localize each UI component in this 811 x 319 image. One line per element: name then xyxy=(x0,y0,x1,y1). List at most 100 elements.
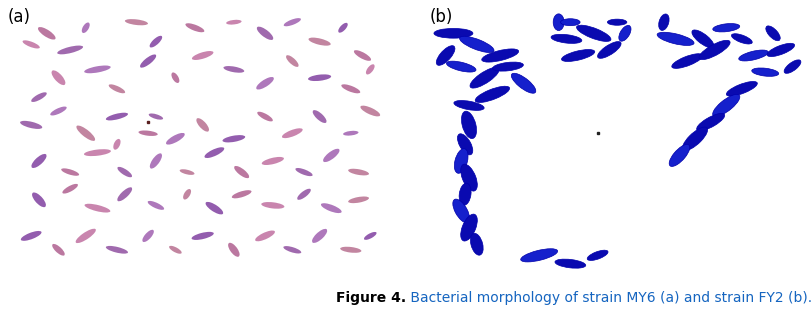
Ellipse shape xyxy=(459,36,493,53)
Ellipse shape xyxy=(114,139,120,150)
Ellipse shape xyxy=(75,229,96,243)
Ellipse shape xyxy=(261,202,284,209)
Ellipse shape xyxy=(148,201,164,210)
Ellipse shape xyxy=(360,106,380,116)
Ellipse shape xyxy=(283,246,301,254)
Ellipse shape xyxy=(311,229,327,243)
Ellipse shape xyxy=(470,67,499,88)
Ellipse shape xyxy=(597,41,620,58)
Text: Figure 4.: Figure 4. xyxy=(336,291,406,305)
Ellipse shape xyxy=(453,199,469,223)
Ellipse shape xyxy=(511,73,535,93)
Ellipse shape xyxy=(234,166,249,178)
Text: (b): (b) xyxy=(430,8,453,26)
Ellipse shape xyxy=(125,19,148,25)
Ellipse shape xyxy=(458,183,470,205)
Ellipse shape xyxy=(696,113,723,131)
Ellipse shape xyxy=(297,189,311,200)
Ellipse shape xyxy=(117,187,132,201)
Ellipse shape xyxy=(312,110,326,123)
Ellipse shape xyxy=(105,113,128,121)
Ellipse shape xyxy=(139,130,157,136)
Ellipse shape xyxy=(766,43,794,56)
Ellipse shape xyxy=(343,131,358,136)
Ellipse shape xyxy=(460,214,477,241)
Ellipse shape xyxy=(255,231,275,241)
Ellipse shape xyxy=(32,154,46,168)
Ellipse shape xyxy=(474,86,509,102)
Ellipse shape xyxy=(726,81,757,96)
Ellipse shape xyxy=(179,169,195,175)
Ellipse shape xyxy=(554,259,585,268)
Ellipse shape xyxy=(191,232,213,240)
Ellipse shape xyxy=(560,19,579,26)
Ellipse shape xyxy=(165,133,185,145)
Ellipse shape xyxy=(50,107,67,115)
Ellipse shape xyxy=(481,49,518,62)
Ellipse shape xyxy=(320,203,341,213)
Ellipse shape xyxy=(363,232,376,240)
Ellipse shape xyxy=(470,233,483,255)
Ellipse shape xyxy=(231,190,251,198)
Ellipse shape xyxy=(222,135,245,142)
Ellipse shape xyxy=(446,61,475,72)
Ellipse shape xyxy=(348,169,368,175)
Ellipse shape xyxy=(257,112,272,122)
Ellipse shape xyxy=(765,26,779,41)
Ellipse shape xyxy=(492,62,523,71)
Ellipse shape xyxy=(323,149,339,162)
Ellipse shape xyxy=(118,167,132,177)
Ellipse shape xyxy=(185,23,204,32)
Ellipse shape xyxy=(436,46,454,65)
Ellipse shape xyxy=(738,50,767,61)
Ellipse shape xyxy=(607,19,626,25)
Text: (a): (a) xyxy=(8,8,31,26)
Ellipse shape xyxy=(520,249,557,262)
Ellipse shape xyxy=(169,246,182,254)
Ellipse shape xyxy=(671,54,702,68)
Ellipse shape xyxy=(109,84,125,93)
Ellipse shape xyxy=(460,164,477,191)
Ellipse shape xyxy=(283,18,301,26)
Ellipse shape xyxy=(38,27,55,40)
Ellipse shape xyxy=(205,202,223,214)
Ellipse shape xyxy=(20,121,42,129)
Ellipse shape xyxy=(84,65,110,73)
Ellipse shape xyxy=(142,230,153,242)
Ellipse shape xyxy=(308,38,330,46)
Ellipse shape xyxy=(204,147,224,158)
Ellipse shape xyxy=(731,34,751,44)
Ellipse shape xyxy=(52,244,65,256)
Ellipse shape xyxy=(552,14,564,31)
Ellipse shape xyxy=(32,192,46,207)
Ellipse shape xyxy=(61,168,79,176)
Ellipse shape xyxy=(656,32,693,45)
Ellipse shape xyxy=(191,51,213,60)
Ellipse shape xyxy=(586,250,607,260)
Ellipse shape xyxy=(691,30,713,48)
Ellipse shape xyxy=(149,36,162,48)
Ellipse shape xyxy=(51,70,66,85)
Ellipse shape xyxy=(338,23,347,33)
Ellipse shape xyxy=(576,25,610,41)
Ellipse shape xyxy=(139,55,156,68)
Ellipse shape xyxy=(285,55,298,67)
Ellipse shape xyxy=(84,204,110,212)
Ellipse shape xyxy=(341,84,360,93)
Ellipse shape xyxy=(223,66,244,73)
Ellipse shape xyxy=(150,153,161,169)
Ellipse shape xyxy=(105,246,128,254)
Ellipse shape xyxy=(783,60,800,73)
Ellipse shape xyxy=(340,247,361,253)
Ellipse shape xyxy=(712,24,739,32)
Ellipse shape xyxy=(148,114,163,120)
Ellipse shape xyxy=(82,22,89,33)
Ellipse shape xyxy=(183,189,191,200)
Ellipse shape xyxy=(366,64,374,75)
Ellipse shape xyxy=(196,118,208,132)
Ellipse shape xyxy=(348,197,368,203)
Ellipse shape xyxy=(281,128,303,138)
Ellipse shape xyxy=(453,100,483,110)
Ellipse shape xyxy=(354,50,371,61)
Ellipse shape xyxy=(62,184,78,194)
